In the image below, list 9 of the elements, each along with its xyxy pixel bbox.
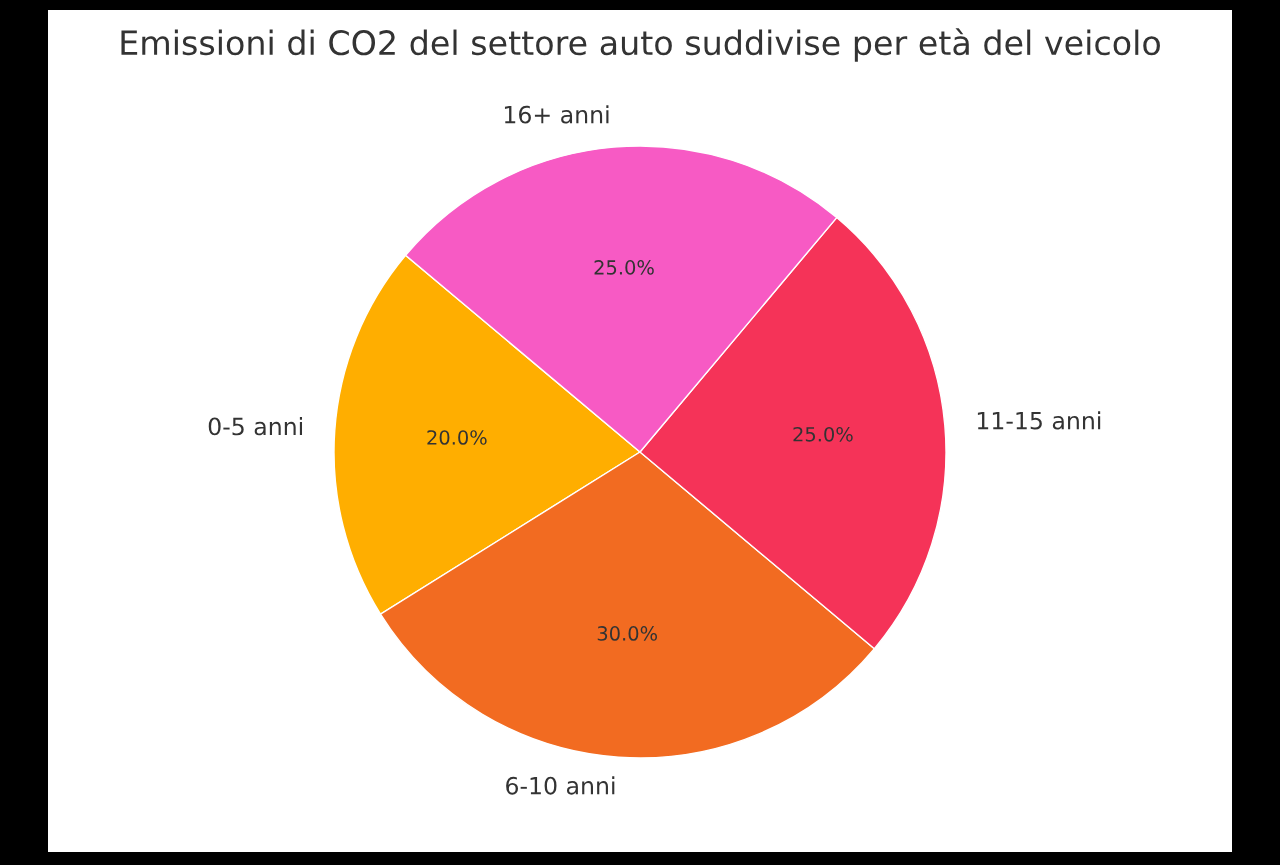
slice-label: 6-10 anni	[506, 776, 615, 795]
data-label: 25.0%	[793, 426, 853, 442]
slice-label: 11-15 anni	[977, 411, 1101, 430]
data-label: 20.0%	[427, 430, 487, 445]
slice-label: 0-5 anni	[208, 417, 303, 436]
chart-title: Emissioni di CO2 del settore auto suddivise per età del veicolo	[121, 28, 1160, 62]
slice-label: 16+ anni	[504, 105, 609, 124]
data-label: 30.0%	[597, 626, 658, 641]
data-label: 25.0%	[594, 260, 654, 275]
